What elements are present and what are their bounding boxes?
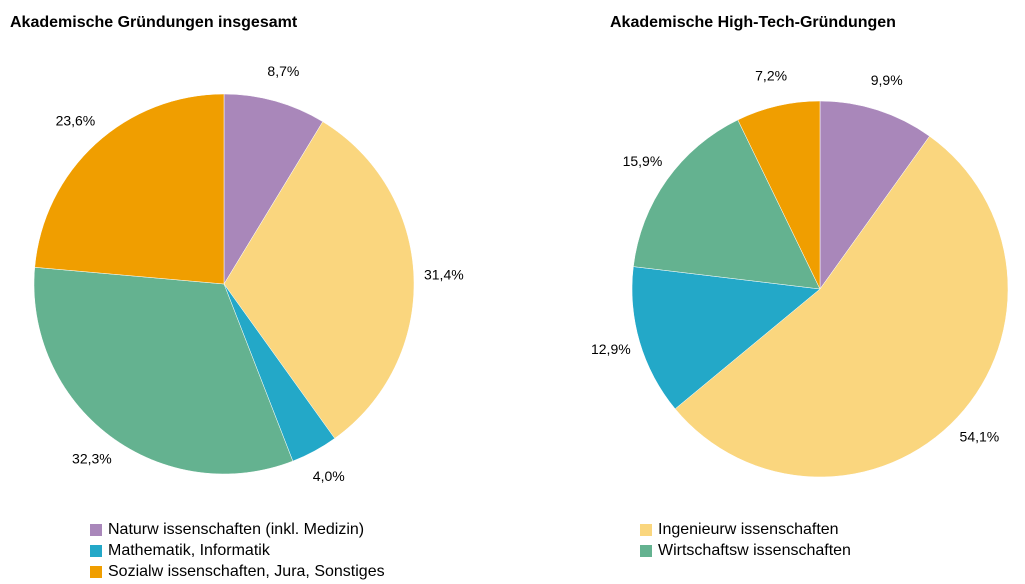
value-label: 54,1% [960, 428, 1000, 444]
legend-swatch [90, 545, 102, 557]
chart-title: Akademische Gründungen insgesamt [10, 14, 298, 31]
pie-slice [633, 119, 821, 290]
pie-slice [631, 266, 821, 410]
pie-slice [737, 100, 821, 290]
legend-label: Mathematik, Informatik [108, 542, 271, 559]
value-label: 7,2% [755, 67, 787, 83]
legend-label: Naturw issenschaften (inkl. Medizin) [108, 521, 364, 538]
pie-slice [33, 267, 294, 475]
legend-label: Sozialw issenschaften, Jura, Sonstiges [108, 563, 385, 580]
legend-swatch [640, 524, 652, 536]
pie-slice [819, 100, 930, 290]
pie-slice [674, 135, 1009, 478]
legend-swatch [90, 524, 102, 536]
value-label: 8,7% [267, 63, 299, 79]
pie-slice [34, 93, 225, 285]
value-label: 23,6% [56, 112, 96, 128]
value-label: 4,0% [313, 468, 345, 484]
chart-title: Akademische High-Tech-Gründungen [610, 14, 896, 31]
value-label: 15,9% [623, 153, 663, 169]
value-label: 31,4% [424, 266, 464, 282]
legend-label: Ingenieurw issenschaften [658, 521, 839, 538]
value-label: 12,9% [591, 341, 631, 357]
value-label: 32,3% [72, 451, 112, 467]
legend-label: Wirtschaftsw issenschaften [658, 542, 851, 559]
legend-swatch [90, 566, 102, 578]
pie-slice [223, 93, 324, 285]
legend-swatch [640, 545, 652, 557]
value-label: 9,9% [871, 72, 903, 88]
pie-slice [223, 121, 415, 439]
